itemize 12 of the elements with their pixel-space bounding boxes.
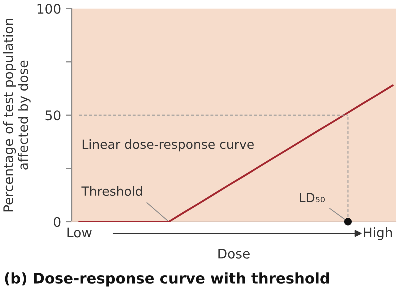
x-tick-label: High — [364, 228, 392, 240]
text: (b) Dose-response curve with threshold — [5, 272, 330, 287]
x-tick-label: Low — [68, 228, 92, 238]
y-tick-label: 0 — [54, 217, 61, 228]
annotation: Threshold — [82, 186, 142, 196]
annotation: LD₅₀ — [300, 193, 325, 202]
annotation: Linear dose-response curve — [82, 140, 254, 152]
y-tick-label: 50 — [46, 110, 61, 121]
y-axis-title: Percentage of test population affected by dose — [3, 18, 31, 212]
y-tick-label: 100 — [38, 4, 61, 14]
line-series — [78, 84, 394, 222]
x-axis-title: Dose — [218, 249, 250, 259]
